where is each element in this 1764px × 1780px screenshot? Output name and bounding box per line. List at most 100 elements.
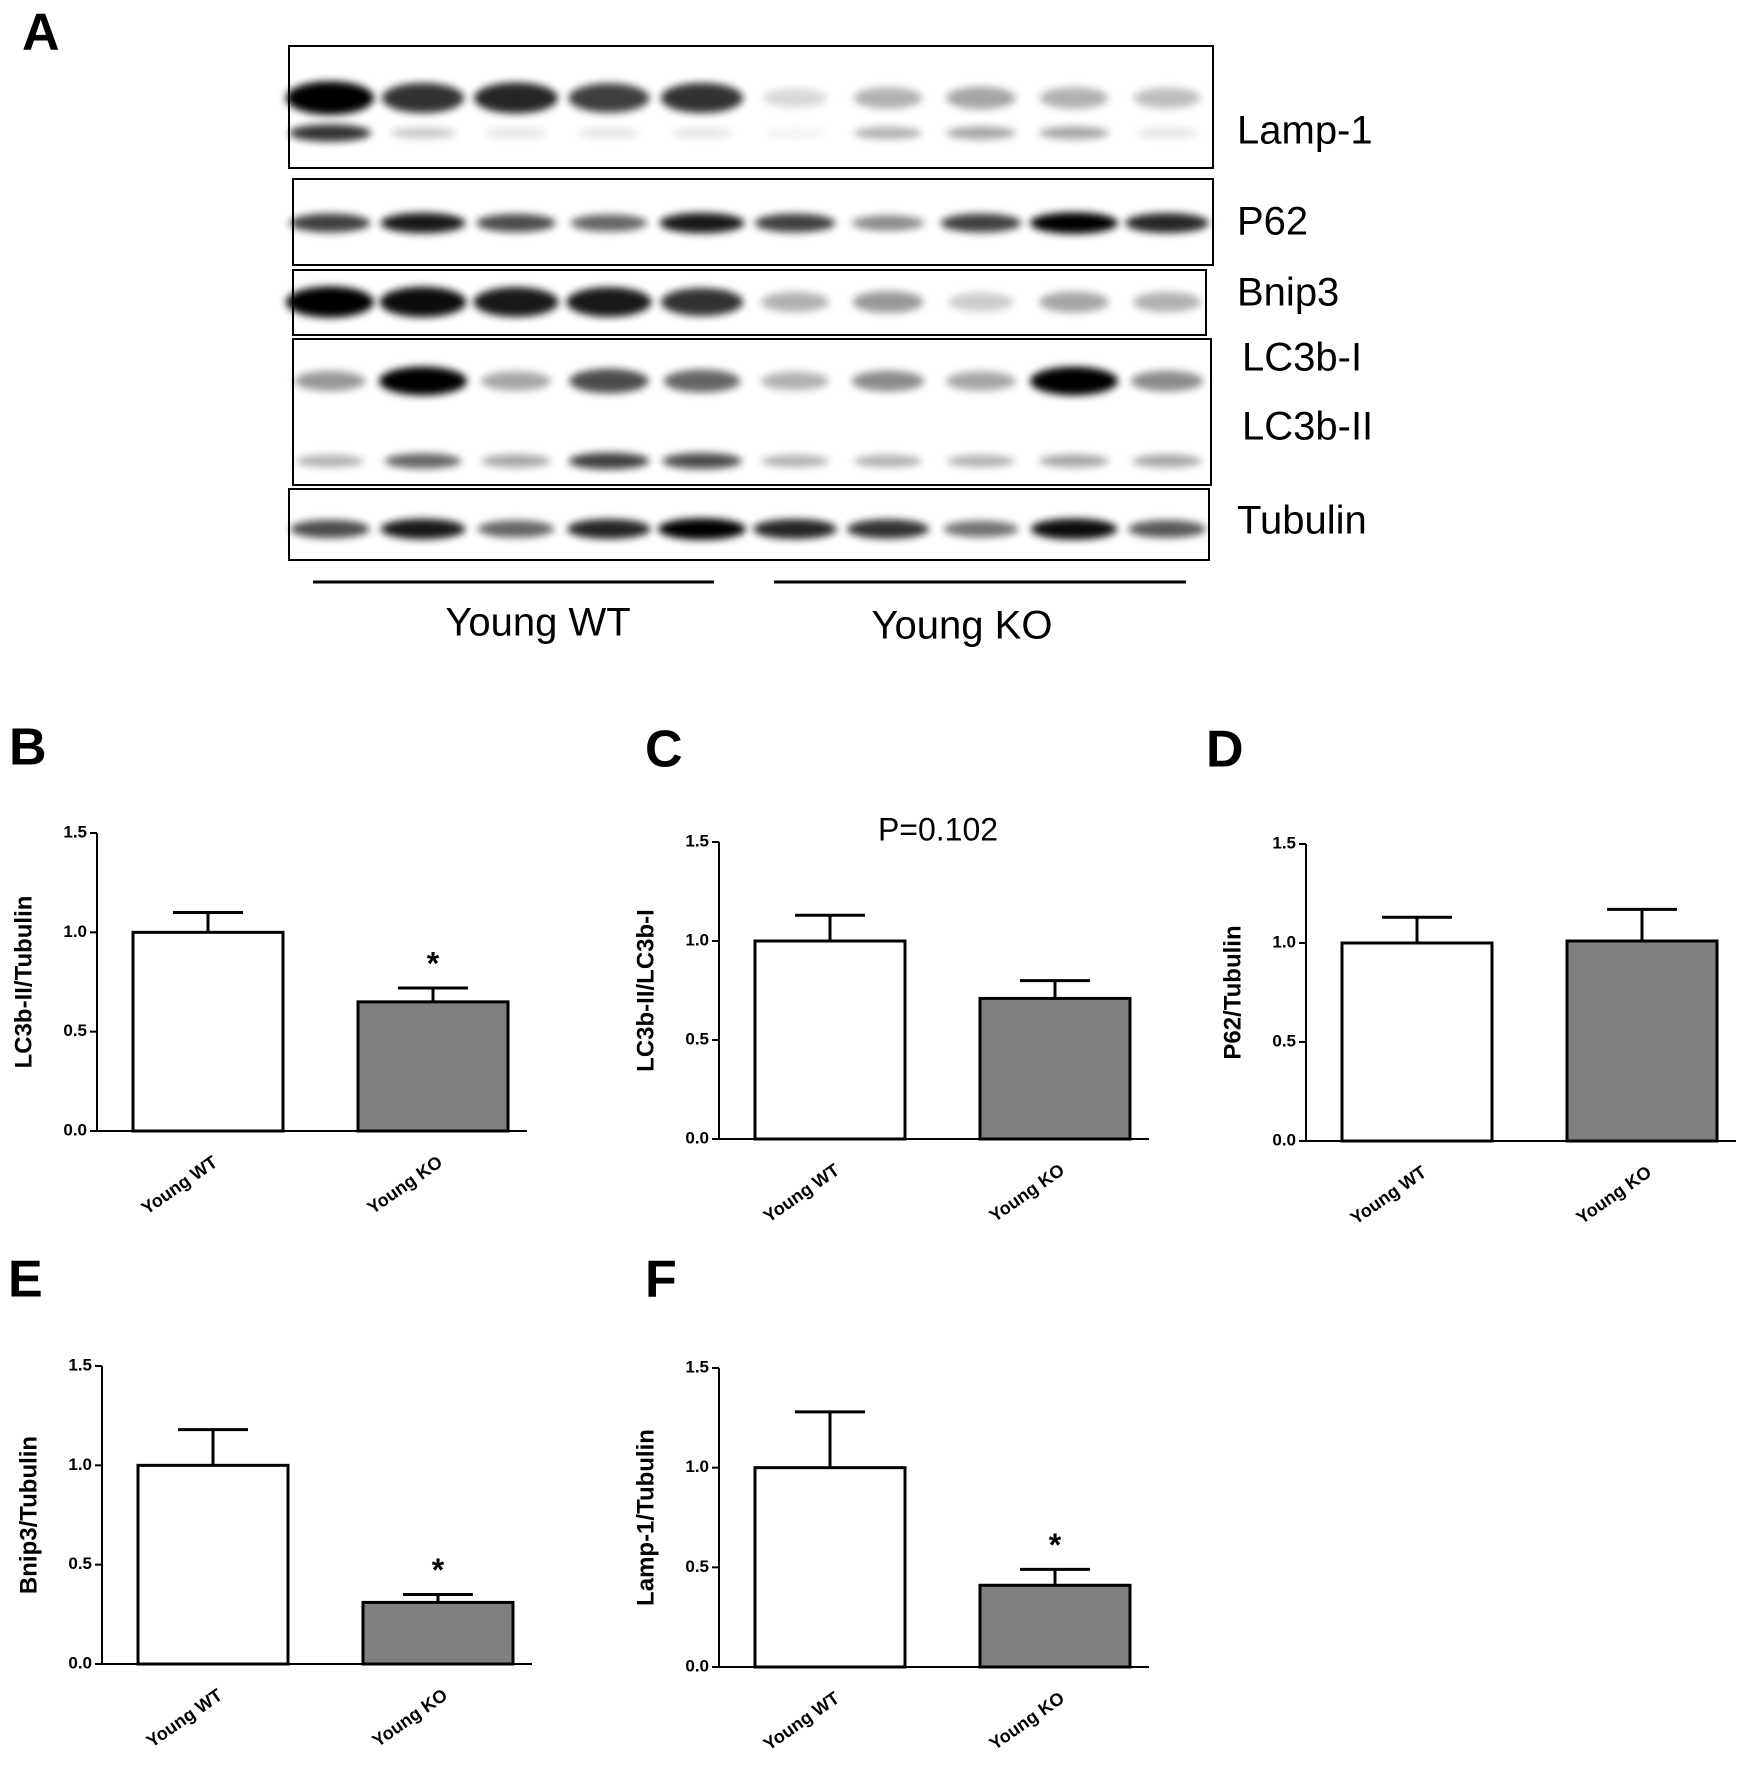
band-label: LC3b-I <box>1242 336 1362 380</box>
significance: * <box>1049 1527 1062 1563</box>
blot-band <box>474 82 558 114</box>
blot-band <box>380 518 466 540</box>
blot-band <box>853 126 923 140</box>
blot-band <box>473 287 559 317</box>
panel-letter: F <box>645 1251 677 1309</box>
panel-letter: D <box>1206 721 1244 779</box>
blot-band <box>670 127 734 139</box>
error-bar <box>795 1410 865 1468</box>
y-tick-label: 1.5 <box>63 822 87 841</box>
blot-band <box>289 213 371 233</box>
blot-band <box>390 127 456 139</box>
blot-band <box>1030 212 1118 234</box>
blot-band <box>381 82 465 114</box>
band-label: P62 <box>1237 200 1308 244</box>
blot-band <box>1039 454 1109 468</box>
blot-band <box>948 292 1014 312</box>
error-bar <box>1607 907 1677 942</box>
bar <box>136 1463 290 1666</box>
blot-band <box>568 452 650 470</box>
blot-band <box>481 454 551 468</box>
blot-frame <box>292 269 1207 336</box>
y-tick-label: 1.5 <box>1272 833 1296 852</box>
blot-band <box>1039 291 1109 313</box>
blot-band <box>852 291 924 313</box>
y-tick-label: 0.5 <box>1272 1031 1296 1050</box>
blot-band <box>946 126 1016 140</box>
blot-frame <box>288 45 1214 169</box>
blot-band <box>1125 213 1209 233</box>
group-label: Young WT <box>445 601 630 645</box>
blot-band <box>1127 520 1207 538</box>
blot-band <box>1030 366 1118 396</box>
error-bar <box>1382 915 1452 943</box>
y-tick-label: 0.0 <box>685 1128 709 1147</box>
band-label: Tubulin <box>1237 499 1367 543</box>
bar <box>753 1466 907 1669</box>
bar <box>361 1600 515 1666</box>
y-axis-label: LC3b-II/LC3b-I <box>632 909 659 1072</box>
blot-band <box>286 81 374 115</box>
blot-band <box>1133 87 1201 109</box>
blot-band <box>569 368 649 394</box>
significance: * <box>427 945 440 981</box>
blot-band <box>943 520 1019 538</box>
blot-band <box>1132 454 1202 468</box>
blot-frame <box>292 178 1214 266</box>
blot-band <box>1135 127 1199 139</box>
bar <box>978 996 1132 1141</box>
y-tick-label: 0.0 <box>68 1653 92 1672</box>
error-bar <box>795 913 865 941</box>
error-bar <box>398 986 468 1002</box>
error-bar <box>178 1428 248 1466</box>
blot-band <box>481 371 551 391</box>
panel-letter: C <box>645 721 683 779</box>
blot-band <box>476 213 556 233</box>
significance: * <box>432 1552 445 1588</box>
bar <box>356 1000 510 1133</box>
y-tick-label: 0.5 <box>685 1557 709 1576</box>
blot-band <box>566 287 652 317</box>
panel-letter: A <box>22 4 60 62</box>
y-tick-label: 0.5 <box>685 1029 709 1048</box>
y-tick-label: 1.0 <box>63 922 87 941</box>
blot-band <box>295 454 365 468</box>
blot-band <box>760 454 830 468</box>
blot-band <box>290 519 370 539</box>
blot-band <box>940 213 1022 233</box>
blot-band <box>662 452 742 470</box>
y-tick-label: 1.5 <box>685 1357 709 1376</box>
blot-band <box>764 127 826 139</box>
y-tick-label: 1.0 <box>685 1457 709 1476</box>
blot-band <box>1132 291 1202 313</box>
blot-band <box>384 453 462 469</box>
blot-band <box>851 370 925 392</box>
y-axis-label: LC3b-II/Tubulin <box>10 896 37 1069</box>
blot-band <box>1039 126 1109 140</box>
blot-band <box>577 127 641 139</box>
band-label: Lamp-1 <box>1237 109 1373 153</box>
blot-band <box>760 291 830 313</box>
blot-band <box>477 520 555 538</box>
blot-band <box>286 286 374 318</box>
panel-letter: B <box>9 719 47 777</box>
error-bar <box>1020 979 1090 999</box>
y-tick-label: 1.0 <box>685 930 709 949</box>
blot-band <box>659 212 745 234</box>
p-value: P=0.102 <box>878 811 998 847</box>
blot-band <box>946 86 1016 110</box>
y-tick-label: 0.5 <box>63 1021 87 1040</box>
band-label: LC3b-II <box>1242 405 1373 449</box>
blot-band <box>853 87 923 109</box>
blot-band <box>846 519 930 539</box>
blot-band <box>663 369 741 393</box>
blot-band <box>294 370 366 392</box>
blot-band <box>754 213 836 233</box>
blot-band <box>568 83 650 113</box>
bar <box>978 1583 1132 1669</box>
blot-band <box>1130 370 1204 392</box>
blot-band <box>753 519 837 539</box>
y-axis-label: Lamp-1/Tubulin <box>632 1429 659 1606</box>
y-tick-label: 0.0 <box>1272 1130 1296 1149</box>
